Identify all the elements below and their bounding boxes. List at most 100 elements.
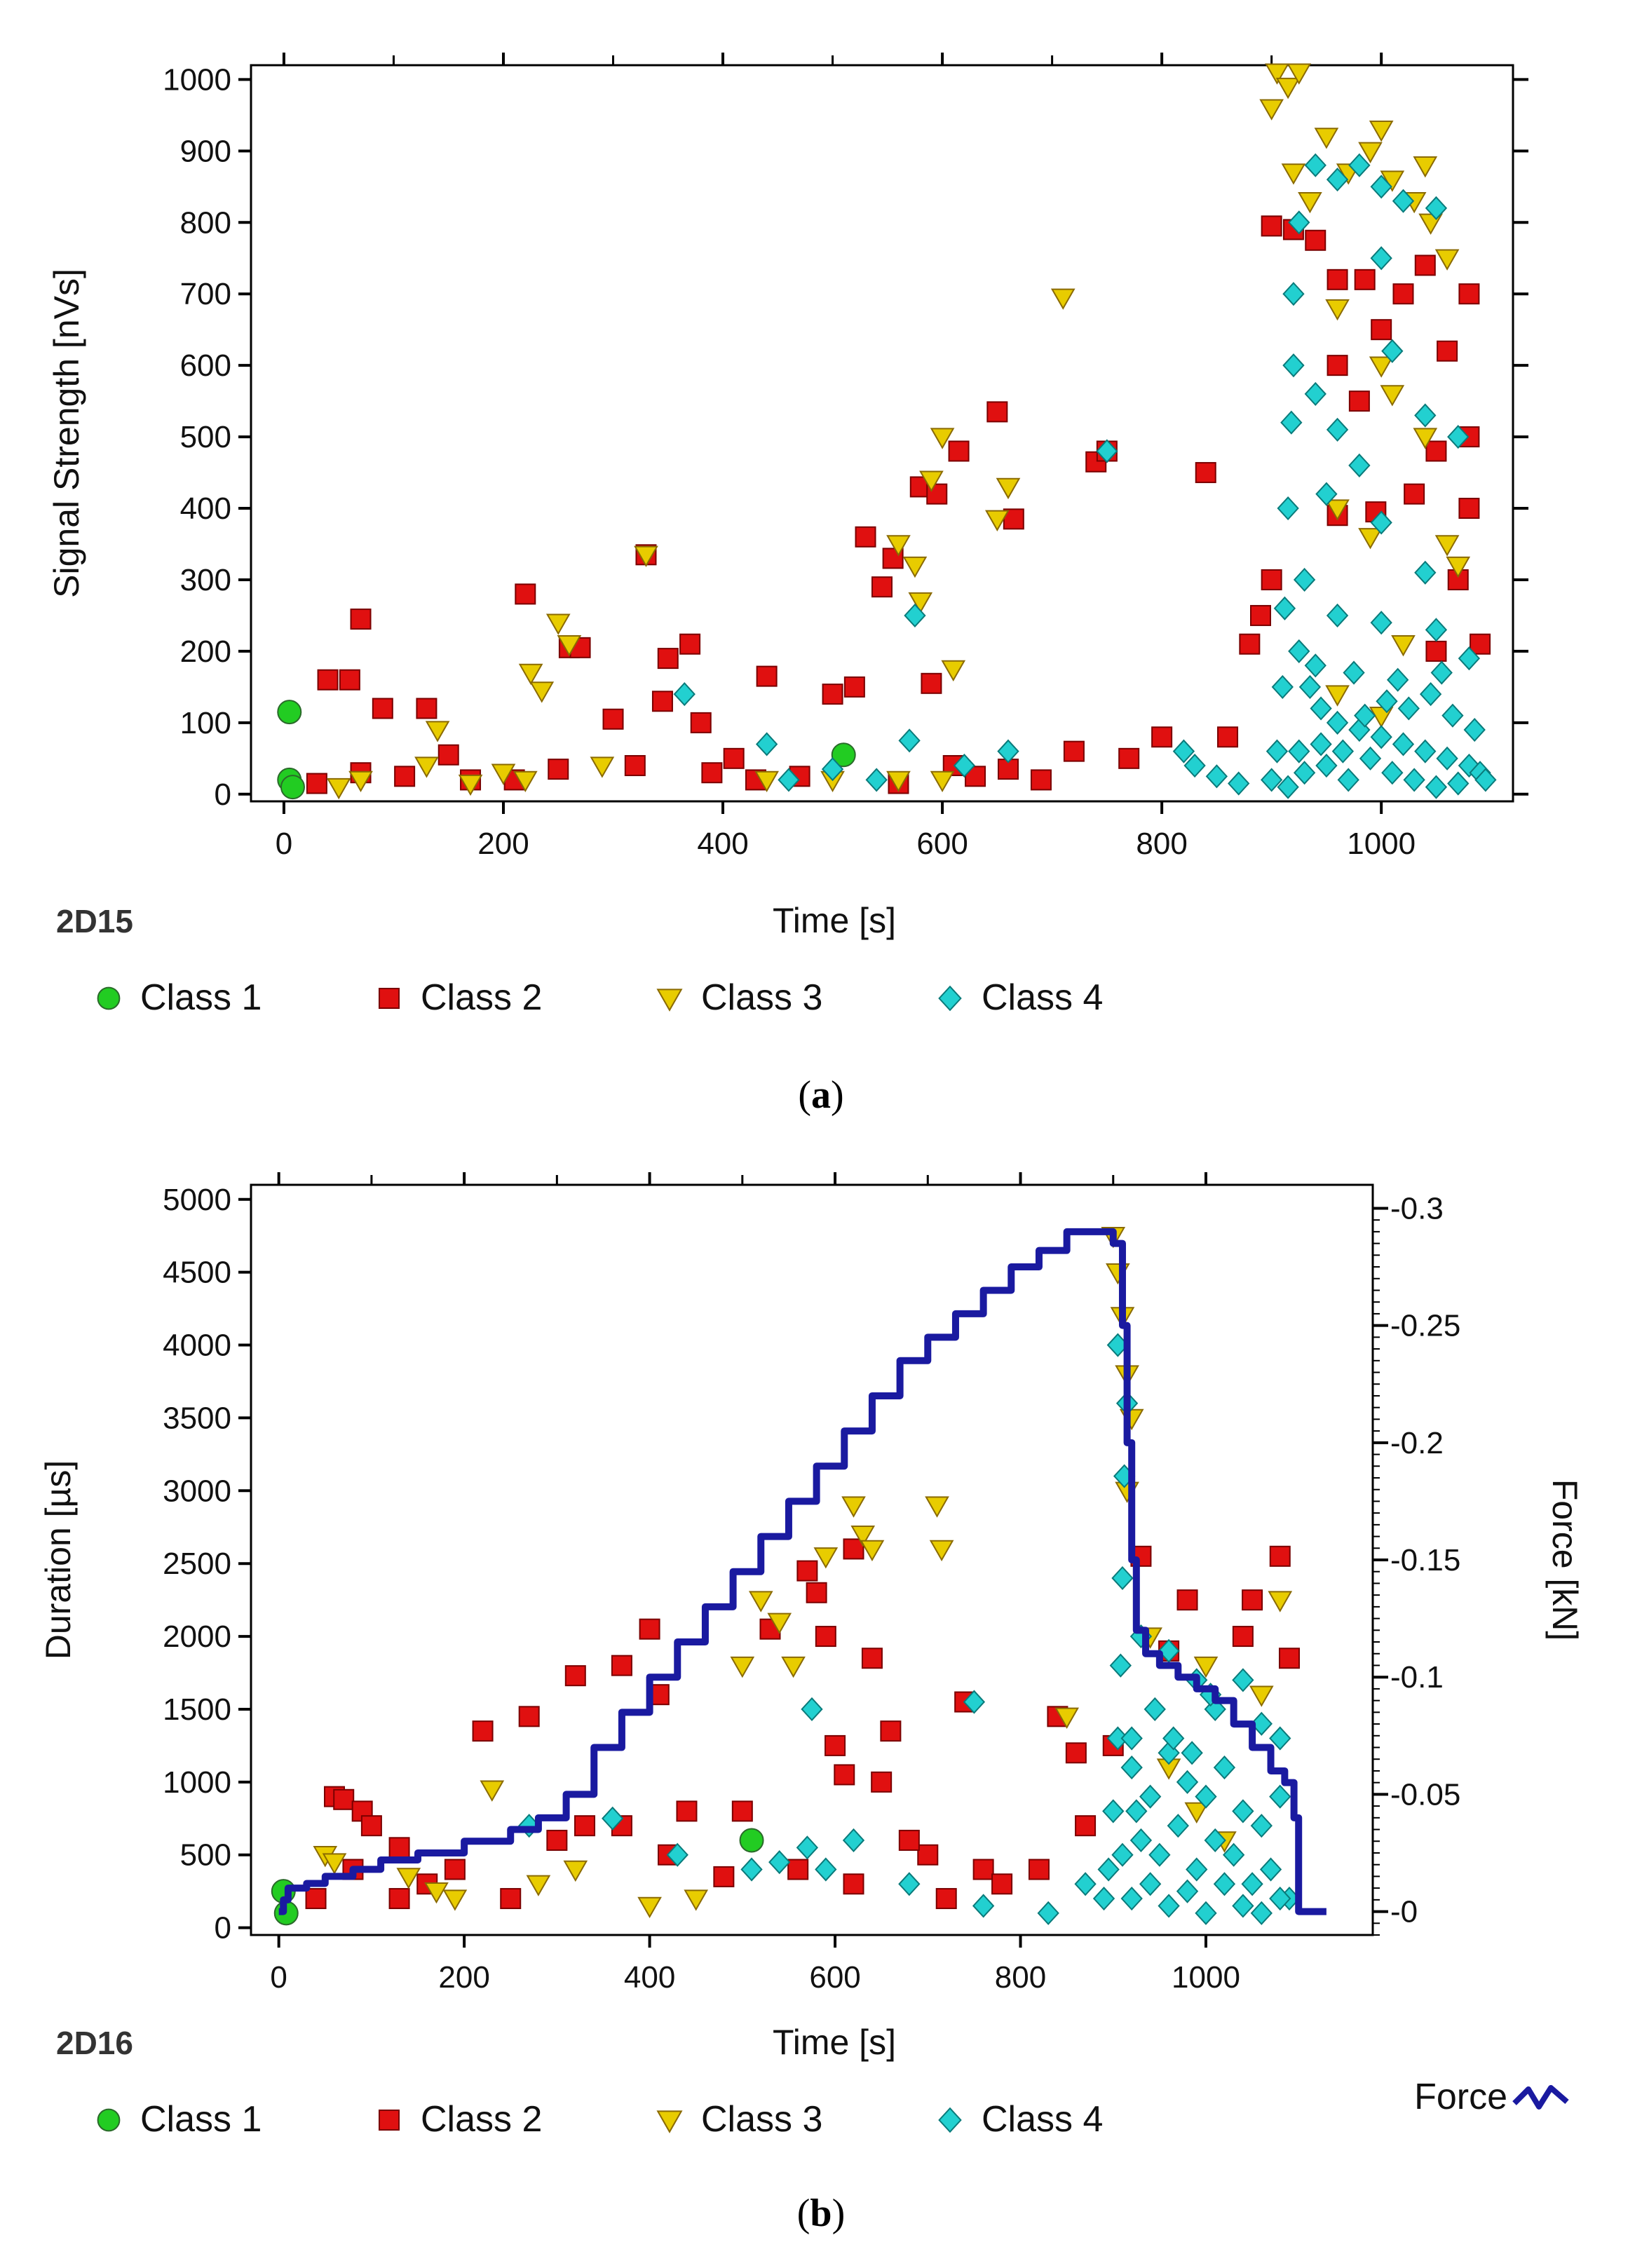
data-point <box>972 1894 995 1918</box>
data-point <box>518 663 543 686</box>
data-point <box>1250 604 1271 626</box>
data-point <box>1288 739 1310 763</box>
data-point <box>1380 385 1405 407</box>
data-point <box>1414 254 1436 276</box>
data-point <box>458 774 483 796</box>
data-point <box>1239 633 1261 655</box>
data-point <box>1176 1589 1198 1611</box>
y-axis-title-b: Duration [µs] <box>39 1460 78 1659</box>
data-point <box>1118 747 1140 769</box>
x-tick-label: 200 <box>438 1960 489 1995</box>
data-point <box>768 1850 791 1875</box>
data-point <box>1392 189 1415 213</box>
data-point <box>348 770 373 793</box>
markers-a <box>277 63 1497 800</box>
data-point <box>515 583 536 605</box>
data-point <box>1325 499 1350 521</box>
data-point <box>1310 732 1332 756</box>
data-point <box>1437 340 1458 362</box>
data-point <box>1268 1591 1293 1612</box>
data-point <box>1425 618 1448 642</box>
data-point <box>1259 99 1284 121</box>
data-point <box>1287 63 1312 85</box>
data-point <box>1470 633 1491 655</box>
legend-label: Class 1 <box>140 977 262 1018</box>
x-tick-label: 400 <box>624 1960 675 1995</box>
data-point <box>500 1888 522 1910</box>
y-tick-label: 900 <box>180 134 231 168</box>
data-point <box>1298 674 1322 699</box>
data-point <box>1085 451 1107 473</box>
data-point <box>1120 1755 1143 1780</box>
data-point <box>526 1875 551 1896</box>
x-tick-label: 600 <box>809 1960 860 1995</box>
data-point <box>1213 1872 1236 1896</box>
data-point <box>280 775 305 800</box>
data-point <box>1213 1755 1236 1780</box>
y-tick-label: 600 <box>180 348 231 383</box>
data-point <box>1392 283 1414 305</box>
data-point <box>1269 1545 1291 1567</box>
data-point <box>563 1860 588 1882</box>
data-point <box>437 744 459 766</box>
data-point <box>425 721 450 742</box>
data-point <box>755 732 778 756</box>
data-point <box>1327 269 1348 290</box>
data-point <box>326 777 351 800</box>
data-point <box>778 768 800 792</box>
data-point <box>880 1720 902 1742</box>
data-point <box>350 609 372 630</box>
data-point <box>843 1873 864 1895</box>
data-point <box>1037 1901 1059 1925</box>
data-point <box>801 1697 823 1722</box>
data-point <box>1158 1638 1180 1663</box>
data-point <box>935 1888 957 1910</box>
data-point <box>360 1815 382 1837</box>
data-point <box>1120 1886 1143 1911</box>
legend-marker <box>656 989 683 1012</box>
data-point <box>1050 288 1076 310</box>
data-point <box>1205 764 1228 789</box>
data-point <box>948 440 970 462</box>
data-point <box>1425 775 1448 799</box>
data-point <box>1386 667 1409 692</box>
data-point <box>1129 1828 1153 1853</box>
data-point <box>518 1706 540 1727</box>
data-point <box>787 1859 809 1880</box>
legend-marker <box>656 2110 683 2133</box>
data-point <box>1358 142 1383 163</box>
chart-panel-a: 0 200 400 600 800 1000 0 100 200 300 400 500 600 700 8… <box>47 53 1528 1117</box>
data-point <box>1298 191 1322 214</box>
data-point <box>1186 1857 1208 1882</box>
data-point <box>1193 1656 1219 1678</box>
data-point <box>985 510 1010 531</box>
data-point <box>1358 528 1383 550</box>
y-tick-label: 1000 <box>163 1765 231 1800</box>
data-point <box>1148 1842 1171 1867</box>
data-point <box>886 770 911 793</box>
data-point <box>1326 168 1349 192</box>
data-point <box>1304 381 1327 407</box>
data-point <box>1326 417 1349 442</box>
y-axis-title-a: Signal Strength [nVs] <box>47 269 86 598</box>
data-point <box>590 756 615 778</box>
data-point <box>831 742 856 768</box>
data-point <box>1414 403 1437 428</box>
data-point <box>1222 1842 1245 1867</box>
data-point <box>1125 1799 1148 1824</box>
data-point <box>815 1626 836 1648</box>
legend-label: Class 3 <box>701 977 822 1018</box>
y-tick-label: 2000 <box>163 1619 231 1654</box>
data-point <box>676 1800 698 1822</box>
x-tick-label: 800 <box>1136 827 1187 861</box>
data-point <box>414 756 439 778</box>
y-tick-label: 100 <box>180 706 231 740</box>
caption-a-open: ( <box>798 1073 811 1117</box>
data-point <box>871 1771 893 1793</box>
data-point <box>442 1889 468 1911</box>
data-point <box>919 470 944 492</box>
data-point <box>972 1859 994 1880</box>
legend-a: Class 1 Class 2 Class 3 Class 4 <box>97 977 1103 1018</box>
data-point <box>339 669 360 691</box>
y2-tick-label: -0.1 <box>1390 1660 1444 1695</box>
